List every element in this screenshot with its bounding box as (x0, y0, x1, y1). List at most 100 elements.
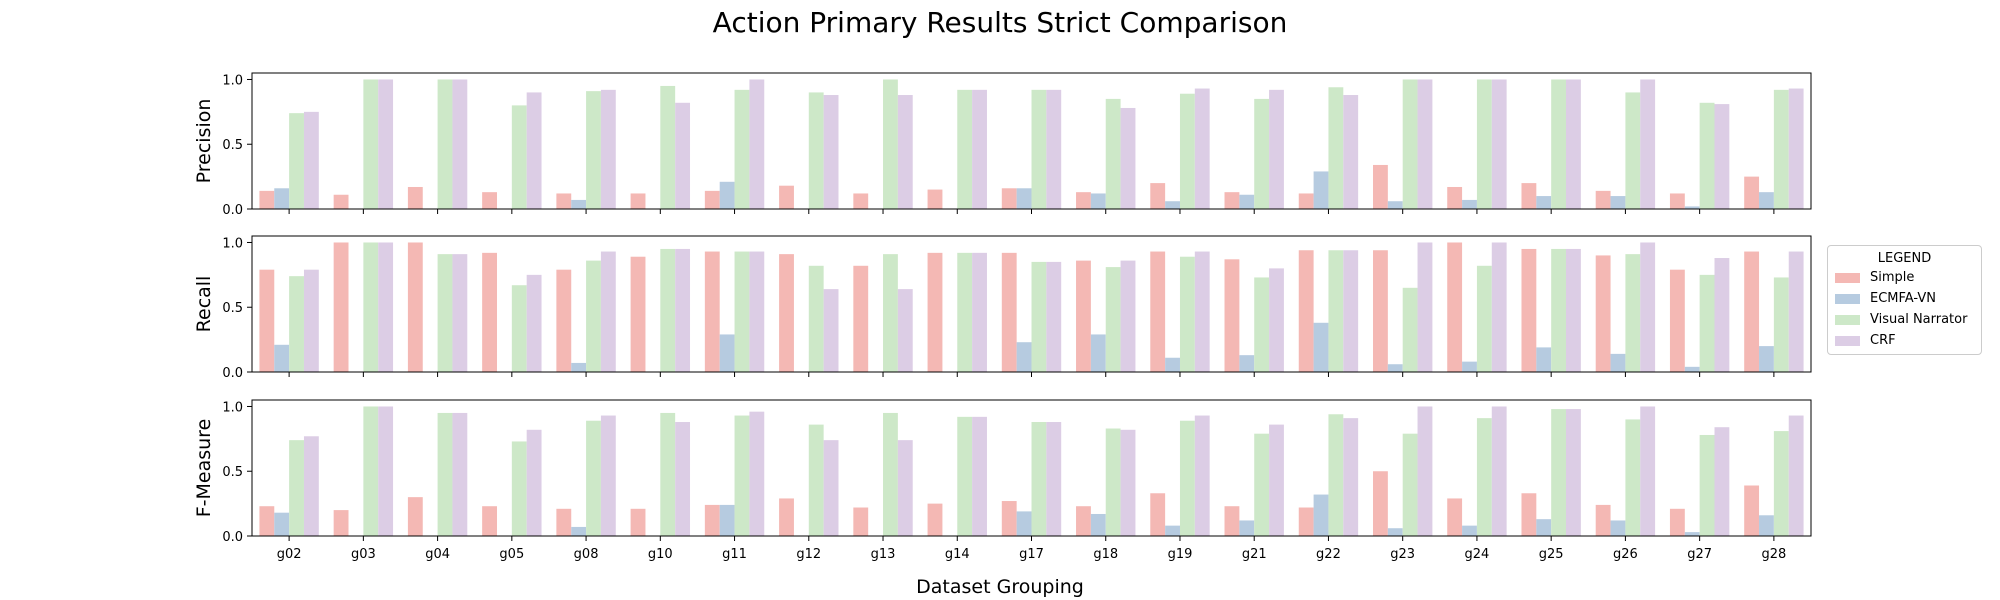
bar-ecmfa-vn-g25 (1536, 196, 1552, 209)
bar-simple-g24 (1447, 498, 1463, 536)
x-tick-label: g14 (945, 547, 970, 562)
bar-simple-g12 (779, 185, 794, 209)
y-tick-label: 0.5 (222, 301, 243, 316)
bar-visual-narrator-g18 (1105, 428, 1121, 536)
figure-title: Action Primary Results Strict Comparison (712, 6, 1288, 39)
bar-simple-g23 (1373, 471, 1388, 536)
bar-visual-narrator-g19 (1179, 420, 1195, 536)
bar-crf-g11 (749, 251, 765, 372)
bar-simple-g04 (407, 497, 423, 536)
y-tick-label: 1.0 (222, 400, 243, 415)
bar-simple-g28 (1744, 176, 1760, 209)
bar-simple-g24 (1447, 186, 1463, 209)
bar-visual-narrator-g11 (734, 415, 750, 536)
bar-simple-g25 (1521, 183, 1537, 209)
bar-crf-g26 (1640, 79, 1656, 209)
bar-simple-g05 (482, 506, 497, 536)
bar-crf-g02 (303, 269, 319, 372)
legend-swatch (1835, 272, 1860, 283)
bar-visual-narrator-g04 (437, 412, 453, 536)
legend: LEGEND Simple ECMFA-VN Visual Narrator C… (1827, 245, 1982, 355)
bar-crf-g10 (675, 102, 691, 209)
bar-simple-g10 (630, 256, 646, 372)
bar-visual-narrator-g27 (1699, 434, 1715, 536)
bar-crf-g19 (1194, 88, 1210, 209)
bar-crf-g12 (823, 440, 839, 536)
y-tick-label: 0.0 (222, 530, 243, 545)
bar-ecmfa-vn-g28 (1759, 346, 1774, 372)
bar-crf-g22 (1343, 418, 1359, 536)
x-axis-label: Dataset Grouping (916, 576, 1084, 598)
bar-crf-g03 (378, 79, 394, 209)
bar-simple-g21 (1224, 506, 1240, 536)
bar-visual-narrator-g17 (1031, 261, 1047, 372)
bar-ecmfa-vn-g26 (1610, 353, 1626, 372)
bar-crf-g13 (897, 289, 913, 372)
bar-ecmfa-vn-g08 (571, 199, 587, 209)
bar-crf-g05 (526, 274, 542, 372)
x-tick-label: g24 (1465, 547, 1490, 562)
bar-ecmfa-vn-g26 (1610, 520, 1626, 536)
bar-crf-g25 (1566, 248, 1581, 372)
bar-ecmfa-vn-g22 (1313, 494, 1329, 536)
legend-title: LEGEND (1877, 251, 1932, 266)
y-axis-label: Precision (193, 99, 215, 184)
bar-ecmfa-vn-g19 (1165, 201, 1180, 209)
legend-item-simple: Simple (1828, 267, 1981, 288)
bar-simple-g25 (1521, 248, 1537, 372)
bar-ecmfa-vn-g21 (1239, 520, 1255, 536)
legend-swatch (1835, 314, 1860, 325)
bar-crf-g17 (1046, 422, 1062, 536)
bar-visual-narrator-g12 (808, 424, 824, 536)
bar-visual-narrator-g24 (1476, 79, 1492, 209)
bar-ecmfa-vn-g23 (1387, 528, 1403, 536)
bar-visual-narrator-g12 (808, 92, 824, 209)
x-tick-label: g17 (1019, 547, 1044, 562)
bar-crf-g02 (303, 111, 319, 209)
bar-crf-g22 (1343, 95, 1359, 209)
bar-simple-g08 (556, 193, 572, 209)
bar-crf-g22 (1343, 250, 1359, 372)
bar-ecmfa-vn-g27 (1684, 206, 1700, 209)
bar-ecmfa-vn-g22 (1313, 322, 1329, 372)
bar-visual-narrator-g28 (1773, 277, 1789, 372)
bar-visual-narrator-g22 (1328, 250, 1344, 372)
bar-crf-g28 (1788, 251, 1804, 372)
bar-visual-narrator-g02 (289, 113, 304, 209)
bar-crf-g23 (1417, 79, 1433, 209)
bar-simple-g13 (853, 193, 869, 209)
bar-ecmfa-vn-g17 (1016, 511, 1032, 536)
bar-ecmfa-vn-g08 (571, 526, 587, 536)
bar-visual-narrator-g28 (1773, 431, 1789, 536)
bar-visual-narrator-g19 (1179, 93, 1195, 209)
bar-visual-narrator-g13 (883, 254, 898, 372)
bar-ecmfa-vn-g08 (571, 362, 587, 372)
bar-visual-narrator-g05 (511, 441, 527, 536)
bar-visual-narrator-g24 (1476, 265, 1492, 372)
legend-label: Simple (1870, 270, 1915, 285)
bar-ecmfa-vn-g11 (719, 504, 735, 536)
bar-ecmfa-vn-g24 (1462, 199, 1477, 209)
bar-ecmfa-vn-g26 (1610, 196, 1626, 209)
bar-crf-g21 (1269, 424, 1284, 536)
bar-ecmfa-vn-g11 (719, 334, 735, 372)
bar-simple-g18 (1076, 506, 1091, 536)
bar-visual-narrator-g14 (957, 89, 973, 209)
bar-crf-g10 (675, 248, 691, 372)
bar-simple-g19 (1150, 493, 1166, 536)
bar-crf-g18 (1120, 260, 1136, 372)
bar-visual-narrator-g19 (1179, 256, 1195, 372)
bar-visual-narrator-g14 (957, 416, 973, 536)
bar-crf-g24 (1491, 242, 1507, 372)
bar-crf-g25 (1566, 79, 1581, 209)
bar-simple-g28 (1744, 485, 1760, 536)
bar-crf-g17 (1046, 261, 1062, 372)
bar-simple-g05 (482, 252, 497, 372)
bar-crf-g04 (452, 412, 468, 536)
legend-label: Visual Narrator (1870, 312, 1968, 327)
panel-precision: 0.0 0.5 1.0 Precision (193, 72, 1812, 218)
bar-ecmfa-vn-g19 (1165, 357, 1180, 372)
bar-ecmfa-vn-g02 (274, 344, 290, 372)
y-tick-label: 1.0 (222, 73, 243, 88)
bar-simple-g14 (927, 189, 943, 209)
